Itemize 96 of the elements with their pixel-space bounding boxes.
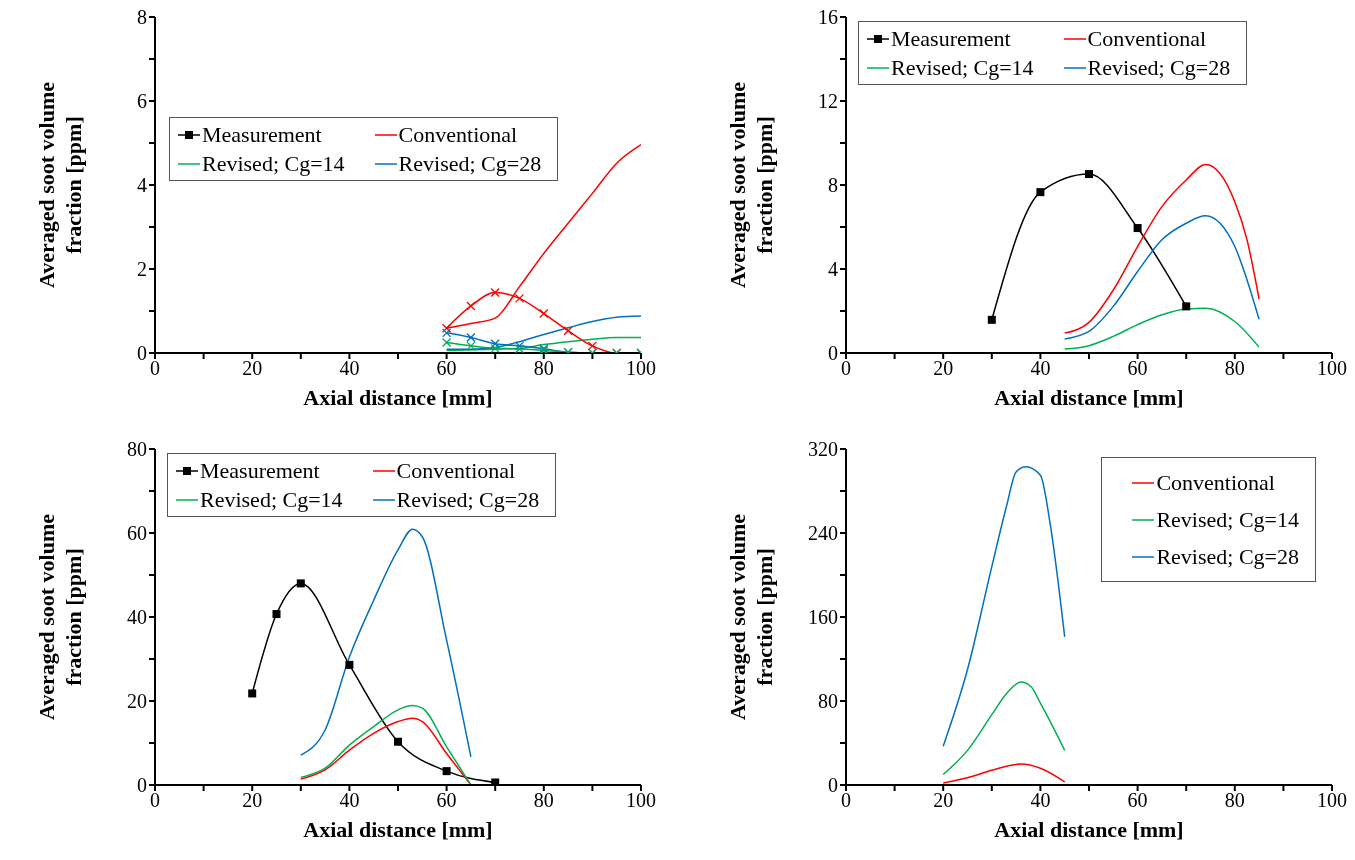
y-axis-title: Averaged soot volume fraction [ppm] [724,80,778,291]
legend-label: Revised; Cg=14 [891,54,1034,82]
x-tick-label: 80 [533,789,554,812]
x-tick-label: 100 [626,357,656,380]
x-tick-label: 20 [933,357,954,380]
point [587,341,598,351]
point [491,778,500,785]
legend-label: Revised; Cg=28 [398,150,542,178]
point [490,287,500,298]
x-tick-label: 40 [1030,789,1051,812]
point [394,737,402,746]
y-tick-label: 40 [127,606,147,629]
legend-label: Conventional [398,121,518,149]
y-axis-title: Averaged soot volume fraction [ppm] [33,512,87,723]
point [296,579,305,588]
x-tick-label: 20 [242,789,263,812]
x-axis-title: Axial distance [mm] [302,385,494,411]
line-series [300,528,472,758]
y-tick-label: 320 [808,438,838,461]
y-tick-label: 0 [828,342,838,365]
x-axis-title: Axial distance [mm] [993,385,1185,411]
y-tick-label: 6 [137,90,147,113]
point [563,326,573,336]
y-axis-title: Averaged soot volume fraction [ppm] [724,512,778,723]
x-tick-label: 40 [339,789,360,812]
line-series [942,763,1066,784]
x-tick-label: 100 [626,789,656,812]
point [441,323,452,333]
point [442,767,451,776]
y-tick-label: 12 [818,90,838,113]
point [1133,224,1142,233]
legend-label: Measurement [200,457,320,485]
y-tick-label: 16 [818,6,838,29]
y-tick-label: 0 [828,774,838,797]
legend-label: Conventional [1156,469,1275,497]
point [1036,188,1045,197]
point [514,293,525,304]
x-tick-label: 20 [933,789,954,812]
point [441,337,452,348]
y-tick-label: 80 [127,438,147,461]
y-tick-label: 4 [828,258,838,281]
x-tick-label: 60 [1127,789,1148,812]
point [490,343,500,353]
point [466,341,476,351]
point [1182,302,1191,311]
y-tick-label: 240 [808,522,838,545]
y-tick-label: 160 [808,606,838,629]
y-tick-label: 8 [828,174,838,197]
y-tick-label: 0 [137,774,147,797]
x-axis-title: Axial distance [mm] [993,817,1185,843]
y-tick-label: 8 [137,6,147,29]
x-tick-label: 100 [1317,357,1347,380]
legend-label: Revised; Cg=28 [1156,543,1299,571]
legend-label: Measurement [202,121,322,149]
x-axis-title: Axial distance [mm] [302,817,494,843]
point [987,315,996,324]
point [1085,170,1093,179]
x-tick-label: 20 [242,357,263,380]
point [539,308,549,319]
y-tick-label: 60 [127,522,147,545]
line-series [445,315,641,350]
y-axis-title: Averaged soot volume fraction [ppm] [33,80,87,291]
point [272,610,281,619]
line-series [300,704,472,785]
y-tick-label: 80 [818,690,838,713]
y-tick-label: 0 [137,342,147,365]
legend-label: Revised; Cg=14 [200,486,343,514]
legend-label: Revised; Cg=14 [1156,506,1299,534]
legend-label: Conventional [396,457,516,485]
legend-label: Revised; Cg=28 [396,486,540,514]
point [441,328,452,338]
x-tick-label: 40 [1030,357,1051,380]
legend-label: Conventional [1087,25,1207,53]
legend-label: Revised; Cg=28 [1087,54,1231,82]
x-tick-label: 60 [436,789,457,812]
x-tick-label: 100 [1317,789,1347,812]
line-series [1063,215,1260,340]
line-series [942,466,1066,747]
point [248,689,257,698]
x-tick-label: 80 [533,357,554,380]
point [490,339,500,349]
y-tick-label: 4 [137,174,147,197]
y-tick-label: 2 [137,258,147,281]
point [466,332,476,343]
y-tick-label: 20 [127,690,147,713]
line-series [942,681,1066,776]
line-series [1063,163,1260,334]
x-tick-label: 80 [1224,789,1245,812]
point [466,301,476,311]
x-tick-label: 40 [339,357,360,380]
x-tick-label: 60 [1127,357,1148,380]
legend-label: Revised; Cg=14 [202,150,345,178]
x-tick-label: 60 [436,357,457,380]
legend-label: Measurement [891,25,1011,53]
x-tick-label: 80 [1224,357,1245,380]
point [345,660,354,669]
